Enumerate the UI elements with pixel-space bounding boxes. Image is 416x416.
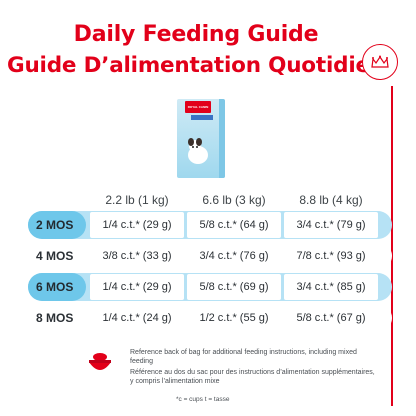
portion-cell: 1/2 c.t.* (55 g) bbox=[187, 305, 281, 331]
age-label-cell bbox=[28, 273, 86, 301]
note-english: Reference back of bag for additional fee… bbox=[130, 349, 357, 365]
food-bowl-icon bbox=[89, 353, 111, 370]
column-header: 2.2 lb (1 kg) bbox=[105, 193, 169, 207]
portion-cell: 3/8 c.t.* (33 g) bbox=[90, 243, 184, 269]
age-label-cell bbox=[28, 211, 86, 239]
portion-cell: 3/4 c.t.* (85 g) bbox=[284, 274, 378, 300]
bag-side-panel bbox=[219, 99, 225, 178]
portion-cell: 5/8 c.t.* (69 g) bbox=[187, 274, 281, 300]
red-vertical-rule bbox=[391, 86, 393, 406]
puppy-icon bbox=[188, 138, 208, 164]
age-label: 4 MOS bbox=[36, 249, 74, 263]
age-label: 8 MOS bbox=[36, 311, 74, 325]
product-bag-image: ROYAL CANIN bbox=[177, 99, 225, 178]
note-french: Référence au dos du sac pour des instruc… bbox=[130, 369, 375, 385]
royal-canin-crown-seal bbox=[362, 44, 398, 80]
bag-line-tab bbox=[191, 115, 213, 120]
portion-cell: 5/8 c.t.* (64 g) bbox=[187, 212, 281, 238]
portion-cell: 1/4 c.t.* (29 g) bbox=[90, 274, 184, 300]
bag-brand-logo: ROYAL CANIN bbox=[185, 101, 211, 113]
portion-cell: 7/8 c.t.* (93 g) bbox=[284, 243, 378, 269]
portion-cell: 3/4 c.t.* (76 g) bbox=[187, 243, 281, 269]
title-english: Daily Feeding Guide bbox=[73, 22, 319, 47]
portion-cell: 1/4 c.t.* (29 g) bbox=[90, 212, 184, 238]
title-french: Guide D’alimentation Quotidien bbox=[7, 53, 385, 78]
column-header: 6.6 lb (3 kg) bbox=[202, 193, 266, 207]
age-label: 2 MOS bbox=[36, 218, 74, 232]
portion-cell: 3/4 c.t.* (79 g) bbox=[284, 212, 378, 238]
column-header: 8.8 lb (4 kg) bbox=[299, 193, 363, 207]
cups-footnote: *c = cups t = tasse bbox=[176, 396, 230, 403]
age-label: 6 MOS bbox=[36, 280, 74, 294]
crown-icon bbox=[371, 55, 389, 68]
portion-cell: 1/4 c.t.* (24 g) bbox=[90, 305, 184, 331]
portion-cell: 5/8 c.t.* (67 g) bbox=[284, 305, 378, 331]
